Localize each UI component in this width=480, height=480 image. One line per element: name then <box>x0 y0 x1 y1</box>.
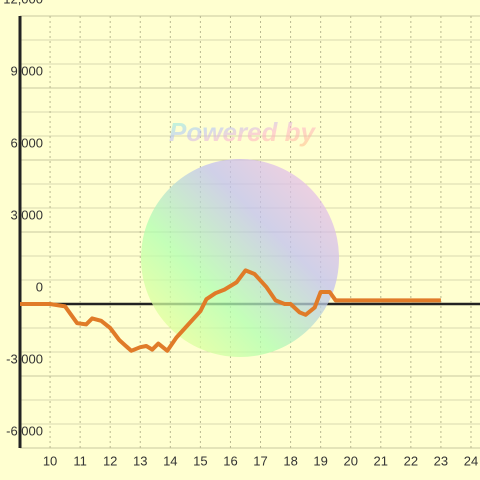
x-tick-label: 13 <box>133 453 147 468</box>
line <box>20 268 441 353</box>
grid: -6,000 -3,000 0 3,000 6,000 9,000 12,000 10 11 12… <box>3 0 480 468</box>
plot <box>20 268 441 353</box>
x-tick-label: 11 <box>73 453 87 468</box>
y-tick-label: 3,000 <box>10 207 43 222</box>
x-tick-label: 18 <box>283 453 297 468</box>
x-tick-label: 24 <box>464 453 478 468</box>
watermark-logo <box>141 159 339 357</box>
y-tick-label: -6,000 <box>6 423 43 438</box>
x-tick-label: 20 <box>343 453 357 468</box>
x-tick-label: 16 <box>223 453 237 468</box>
x-tick-label: 22 <box>404 453 418 468</box>
y-tick-label: 0 <box>36 279 43 294</box>
y-tick-label: -3,000 <box>6 351 43 366</box>
x-tick-label: 15 <box>193 453 207 468</box>
x-tick-label: 19 <box>313 453 327 468</box>
x-tick-label: 21 <box>374 453 388 468</box>
y-tick-label: 12,000 <box>3 0 43 6</box>
x-tick-label: 23 <box>434 453 448 468</box>
x-tick-label: 10 <box>43 453 57 468</box>
x-tick-label: 14 <box>163 453 177 468</box>
x-tick-label: 12 <box>103 453 117 468</box>
y-tick-label: 6,000 <box>10 135 43 150</box>
watermark: Powered by <box>169 117 316 147</box>
y-tick-label: 9,000 <box>10 63 43 78</box>
x-tick-label: 17 <box>253 453 267 468</box>
